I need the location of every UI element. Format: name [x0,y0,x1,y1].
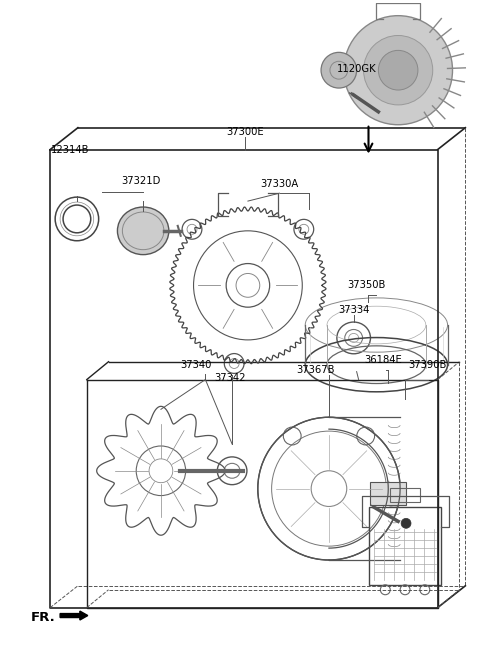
FancyArrow shape [60,611,88,620]
Text: FR.: FR. [30,611,55,624]
Text: 37330A: 37330A [261,179,299,189]
Circle shape [401,518,411,528]
Bar [370,508,441,584]
Text: 37300E: 37300E [226,127,264,136]
Text: 37334: 37334 [338,305,369,315]
Text: 37321D: 37321D [121,176,161,186]
Circle shape [344,16,453,125]
Circle shape [378,51,418,90]
Text: 1120GK: 1120GK [337,64,376,74]
Circle shape [321,52,357,88]
Text: 37350B: 37350B [348,280,386,291]
Ellipse shape [118,207,169,255]
Circle shape [363,35,433,105]
Text: 37367B: 37367B [296,365,335,375]
Bar [390,487,420,502]
Text: 12314B: 12314B [51,144,89,155]
Text: 37390B: 37390B [408,359,447,370]
Bar [371,482,406,506]
Text: 36184E: 36184E [364,355,402,365]
Text: 37342: 37342 [215,373,246,382]
Text: 37340: 37340 [180,359,211,370]
